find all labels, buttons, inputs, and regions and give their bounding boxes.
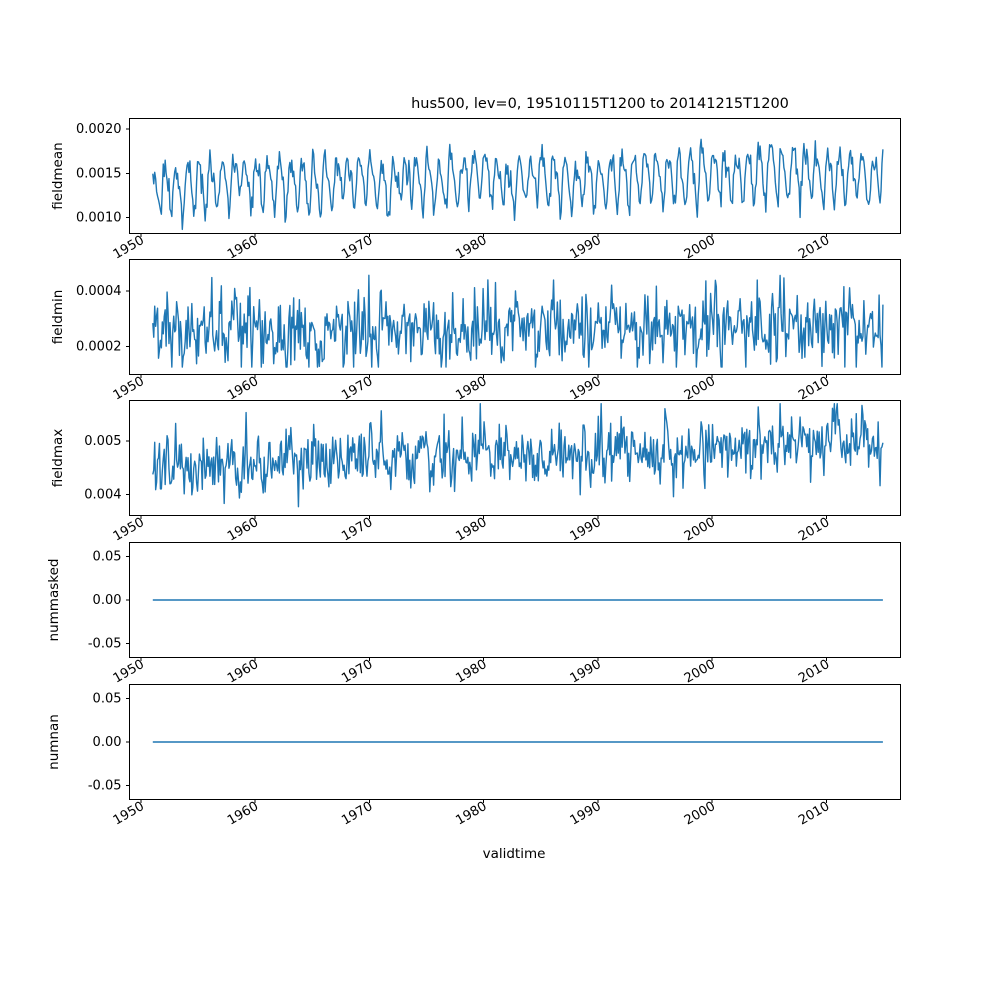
y-axis-label-numnan: numnan [46, 714, 62, 770]
chart-title: hus500, lev=0, 19510115T1200 to 20141215… [411, 96, 789, 112]
series-line-fieldmax [152, 403, 884, 508]
y-tick-label: 0.0004 [76, 284, 122, 299]
y-tick-label: 0.00 [93, 593, 122, 608]
y-axis-label-nummasked: nummasked [46, 559, 62, 642]
y-tick-label: 0.0020 [76, 122, 122, 137]
y-tick-label: 0.004 [84, 488, 121, 503]
y-axis-label-fieldmax: fieldmax [50, 429, 66, 488]
x-axis-label: validtime [483, 846, 546, 862]
y-tick-label: 0.0002 [76, 339, 122, 354]
y-tick-label: 0.0015 [76, 166, 122, 181]
y-tick-label: -0.05 [88, 637, 122, 652]
y-tick-label: 0.05 [93, 549, 122, 564]
y-tick-label: 0.005 [84, 434, 121, 449]
y-tick-label: -0.05 [88, 779, 122, 794]
series-line-fieldmin [152, 274, 884, 368]
y-axis-label-fieldmean: fieldmean [50, 142, 66, 209]
y-axis-label-fieldmin: fieldmin [50, 290, 66, 345]
y-tick-label: 0.0010 [76, 211, 122, 226]
y-tick-label: 0.05 [93, 691, 122, 706]
series-line-fieldmean [152, 138, 884, 231]
y-tick-label: 0.00 [93, 735, 122, 750]
